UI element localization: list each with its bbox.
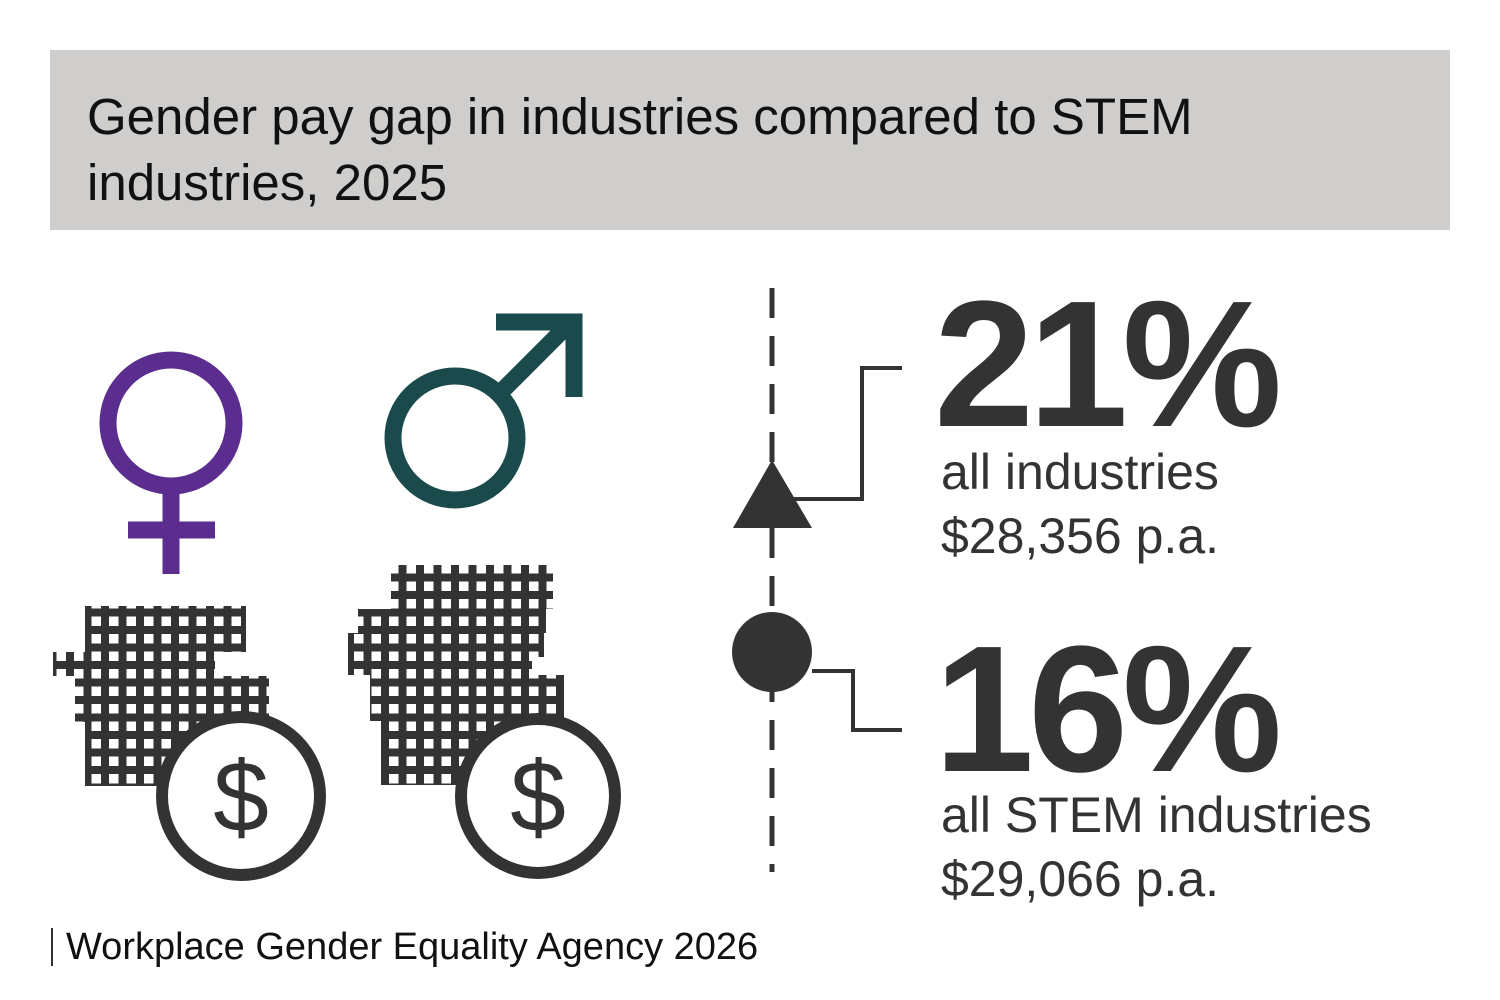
page-title: Gender pay gap in industries compared to… xyxy=(87,88,1193,211)
title-banner: Gender pay gap in industries compared to… xyxy=(50,50,1450,230)
svg-text:$: $ xyxy=(213,741,269,853)
circle-dot-icon xyxy=(732,612,812,692)
coin-stack-dollar-icon: $ xyxy=(348,565,621,879)
source-credit: Workplace Gender Equality Agency 2026 xyxy=(66,926,759,968)
stat-amount-stem-industries: $29,066 p.a. xyxy=(941,851,1220,907)
triangle-up-icon xyxy=(733,460,812,528)
stat-percent-all-industries: 21% xyxy=(934,264,1282,465)
coin-stack-dollar-icon: $ xyxy=(53,606,326,881)
svg-text:$: $ xyxy=(510,741,566,853)
male-symbol-icon xyxy=(384,313,583,509)
stat-label-stem-industries: all STEM industries xyxy=(941,787,1372,843)
stat-amount-all-industries: $28,356 p.a. xyxy=(941,508,1220,564)
connector-line xyxy=(812,669,902,732)
source-divider xyxy=(51,928,53,966)
connector-line xyxy=(794,366,902,501)
female-symbol-icon xyxy=(99,351,243,574)
stat-label-all-industries: all industries xyxy=(941,444,1219,500)
comparison-axis xyxy=(732,288,902,872)
stat-percent-stem-industries: 16% xyxy=(934,609,1282,810)
